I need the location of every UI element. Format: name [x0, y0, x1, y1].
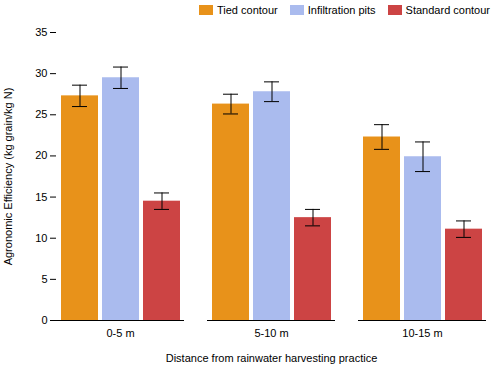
svg-text:0-5 m: 0-5 m [106, 327, 134, 339]
html-text:Infiltration pits: Infiltration pits [307, 4, 376, 16]
svg-text:10: 10 [35, 232, 47, 244]
svg-text:5: 5 [41, 273, 47, 285]
svg-text:20: 20 [35, 149, 47, 161]
svg-text:30: 30 [35, 67, 47, 79]
svg-text:15: 15 [35, 191, 47, 203]
svg-text:0: 0 [41, 314, 47, 326]
svg-text:25: 25 [35, 108, 47, 120]
html-text:Tied contour: Tied contour [217, 4, 278, 16]
svg-text:Agronomic Efficiency (kg grain: Agronomic Efficiency (kg grain/kg N) [2, 88, 14, 266]
html-text:Standard contour: Standard contour [405, 4, 490, 16]
svg-text:5-10 m: 5-10 m [254, 327, 288, 339]
svg-text:10-15 m: 10-15 m [402, 327, 442, 339]
svg-text:Distance from rainwater harves: Distance from rainwater harvesting pract… [166, 352, 378, 364]
svg-text:35: 35 [35, 26, 47, 38]
